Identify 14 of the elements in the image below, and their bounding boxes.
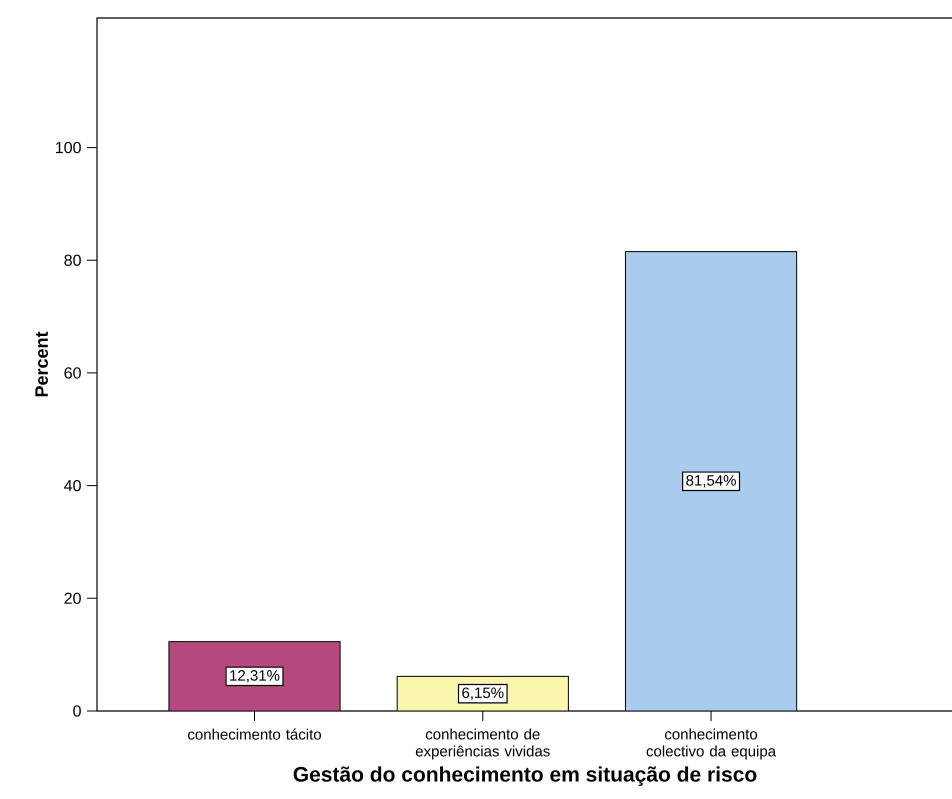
y-axis-title: Percent (35, 332, 48, 396)
data-label: 81,54% (686, 475, 736, 488)
y-tick-label: 80 (64, 254, 81, 266)
y-tick-label: 60 (64, 367, 81, 379)
x-tick-label: conhecimento tácito (188, 728, 321, 740)
y-tick-label: 40 (64, 480, 81, 492)
y-tick-label: 0 (73, 705, 81, 717)
data-label: 12,31% (230, 670, 280, 683)
x-tick-label: conhecimento de experiências vividas (416, 728, 550, 760)
y-tick-label: 20 (64, 592, 81, 604)
data-label: 6,15% (462, 687, 504, 700)
x-axis-title: Gestão do conhecimento em situação de risco (294, 766, 756, 786)
x-tick-label: conhecimento colectivo da equipa (646, 728, 776, 760)
y-tick-label: 100 (56, 142, 81, 154)
